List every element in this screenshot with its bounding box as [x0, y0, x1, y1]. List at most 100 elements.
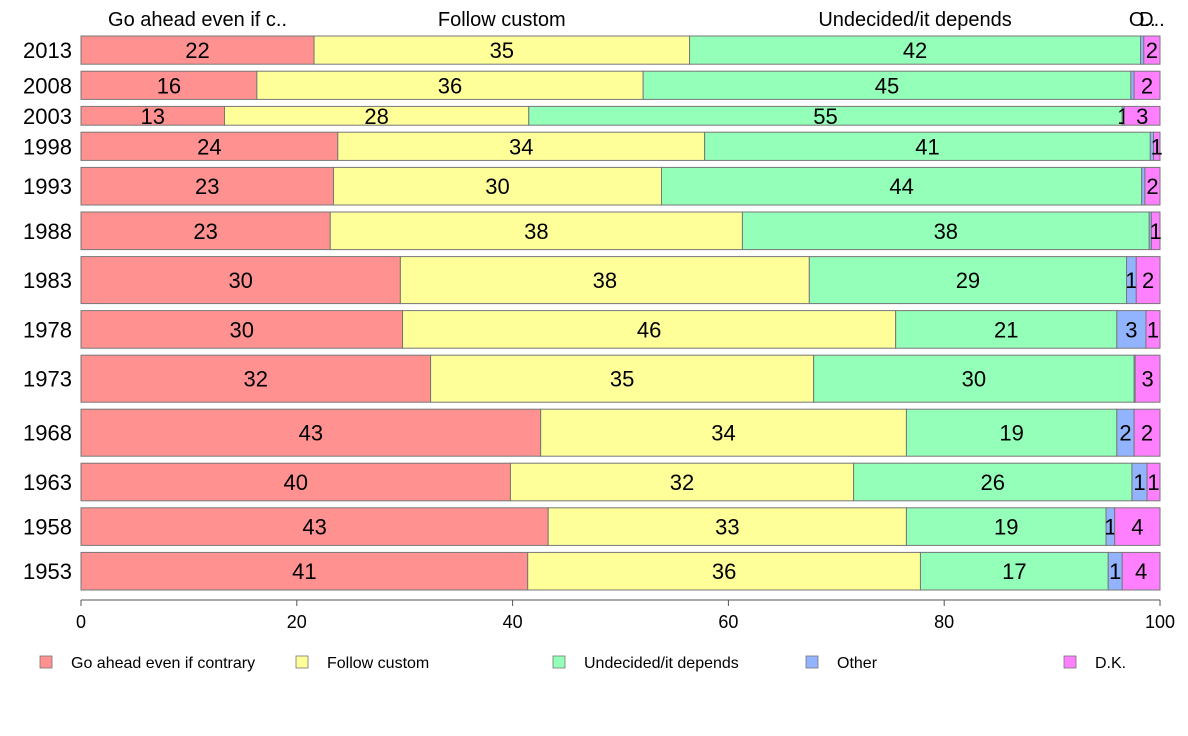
x-tick-label: 20	[287, 612, 307, 632]
legend-label-undecided: Undecided/it depends	[584, 655, 739, 672]
bar-segment-undecided	[905, 507, 1107, 546]
bar-segment-go_ahead	[80, 256, 401, 305]
legend-swatch-dk	[1063, 655, 1077, 669]
bar-segment-dk	[1150, 211, 1161, 251]
bar-segment-dk	[1123, 105, 1161, 126]
x-tick-label: 0	[76, 612, 86, 632]
bar-value-label: 17	[1002, 559, 1026, 584]
bar-value-label: 23	[193, 219, 217, 244]
bar-segment-follow	[509, 462, 855, 502]
bar-value-label: 30	[485, 174, 509, 199]
bar-value-label: 3	[1125, 317, 1137, 342]
year-label: 1968	[23, 421, 72, 446]
bar-segment-follow	[332, 166, 663, 206]
bar-segment-dk	[1145, 310, 1161, 349]
x-tick-label: 100	[1145, 612, 1175, 632]
bar-segment-go_ahead	[80, 166, 334, 206]
bar-value-label: 1	[1147, 470, 1159, 495]
bar-segment-dk	[1135, 256, 1161, 305]
bar-segment-follow	[337, 131, 706, 161]
bar-value-label: 2	[1119, 421, 1131, 446]
bar-segment-undecided	[919, 551, 1109, 591]
bar-segment-dk	[1153, 131, 1161, 161]
bar-segment-go_ahead	[80, 310, 404, 349]
bar-segment-undecided	[853, 462, 1133, 502]
x-tick-label: 60	[718, 612, 738, 632]
series-headers: Go ahead even if c.. Follow custom Undecid…	[108, 9, 1165, 31]
bar-value-label: 1	[1151, 134, 1163, 159]
bar-value-label: 4	[1135, 559, 1147, 584]
bar-segment-undecided	[704, 131, 1151, 161]
bar-value-label: 29	[956, 268, 980, 293]
legend-swatch-other	[805, 655, 819, 669]
year-label: 1988	[23, 219, 72, 244]
bars: 22 35 42 216 36 45 213 28 55 1 324 34 41 123 30 44 223 38…	[80, 35, 1163, 591]
year-label: 1978	[23, 317, 72, 342]
bar-segment-undecided	[642, 70, 1132, 100]
bar-value-label: 4	[1131, 515, 1143, 540]
bar-segment-dk	[1114, 507, 1161, 546]
bar-value-label: 46	[637, 317, 661, 342]
bar-value-label: 41	[915, 134, 939, 159]
bar-segment-go_ahead	[80, 211, 331, 251]
year-label: 2003	[23, 104, 72, 129]
year-label: 1953	[23, 559, 72, 584]
bar-value-label: 2	[1146, 174, 1158, 199]
legend-label-dk: D.K.	[1095, 655, 1126, 672]
bar-value-label: 42	[903, 38, 927, 63]
bar-segment-undecided	[905, 408, 1118, 457]
legend: Go ahead even if contrary Follow custom Un…	[39, 655, 1126, 672]
bar-value-label: 32	[244, 367, 268, 392]
bar-value-label: 26	[981, 470, 1005, 495]
bar-value-label: 3	[1136, 104, 1148, 129]
bar-segment-go_ahead	[80, 131, 339, 161]
series-header-undecided: Undecided/it depends	[818, 9, 1011, 31]
bar-value-label: 33	[715, 515, 739, 540]
bar-segment-dk	[1133, 408, 1161, 457]
bar-value-label: 38	[524, 219, 548, 244]
year-label: 2008	[23, 73, 72, 98]
bar-segment-undecided	[661, 166, 1143, 206]
bar-value-label: 36	[438, 73, 462, 98]
bar-value-label: 35	[490, 38, 514, 63]
legend-swatch-go_ahead	[39, 655, 53, 669]
bar-value-label: 35	[610, 367, 634, 392]
bar-value-label: 43	[299, 421, 323, 446]
bar-value-label: 43	[302, 515, 326, 540]
year-labels: 2013 2008 2003 1998 1993 1988 1983 1978 1973 1968…	[23, 38, 72, 584]
bar-value-label: 30	[228, 268, 252, 293]
legend-swatch-follow	[295, 655, 309, 669]
bar-segment-go_ahead	[80, 462, 511, 502]
x-tick-label: 80	[934, 612, 954, 632]
bar-segment-go_ahead	[80, 354, 432, 403]
bar-value-label: 40	[283, 470, 307, 495]
bar-value-label: 23	[195, 174, 219, 199]
bar-segment-go_ahead	[80, 507, 549, 546]
bar-value-label: 19	[994, 515, 1018, 540]
bar-segment-dk	[1134, 354, 1161, 403]
year-label: 1963	[23, 470, 72, 495]
bar-segment-follow	[547, 507, 907, 546]
bar-value-label: 30	[230, 317, 254, 342]
bar-segment-follow	[430, 354, 815, 403]
year-label: 1998	[23, 134, 72, 159]
bar-value-label: 2	[1141, 73, 1153, 98]
bar-segment-follow	[527, 551, 921, 591]
bar-value-label: 28	[364, 104, 388, 129]
bar-value-label: 19	[999, 421, 1023, 446]
bar-value-label: 13	[141, 104, 165, 129]
bar-segment-dk	[1144, 166, 1161, 206]
bar-value-label: 1	[1125, 268, 1137, 293]
legend-label-other: Other	[837, 655, 878, 672]
series-header-follow: Follow custom	[438, 9, 566, 31]
bar-segment-undecided	[741, 211, 1150, 251]
bar-value-label: 32	[670, 470, 694, 495]
x-tick-label: 40	[503, 612, 523, 632]
legend-swatch-undecided	[552, 655, 566, 669]
bar-value-label: 2	[1141, 421, 1153, 446]
series-header-go_ahead: Go ahead even if c..	[108, 9, 287, 31]
bar-value-label: 44	[889, 174, 913, 199]
bar-value-label: 1	[1150, 219, 1162, 244]
bar-value-label: 1	[1147, 317, 1159, 342]
bar-segment-dk	[1133, 70, 1161, 100]
